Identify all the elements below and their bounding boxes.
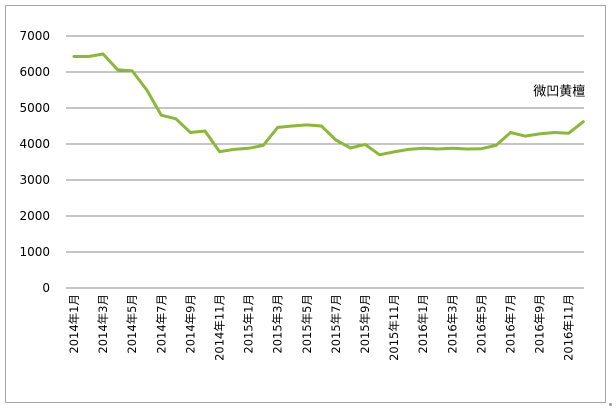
x-tick: 2016年1月 <box>416 294 430 354</box>
data-point <box>465 147 469 151</box>
x-tick: 2015年5月 <box>300 294 314 354</box>
x-tick: 2015年7月 <box>329 294 343 354</box>
x-tick-label: 2016年3月 <box>445 294 459 354</box>
data-point <box>116 68 119 72</box>
chart-frame: 0 1000 2000 3000 4000 5000 6000 7000 2014年1月 201… <box>5 5 606 403</box>
data-point <box>174 117 178 121</box>
data-point <box>101 52 105 56</box>
data-point <box>160 114 163 117</box>
x-tick-label: 2014年5月 <box>125 294 139 354</box>
x-tick: 2014年7月 <box>154 294 168 354</box>
y-tick-label: 6000 <box>19 65 50 79</box>
x-tick: 2015年3月 <box>271 294 285 354</box>
x-tick-label: 2015年9月 <box>358 294 372 354</box>
series-label: 微凹黄檀 <box>533 84 585 100</box>
x-tick: 2014年5月 <box>125 294 139 354</box>
series-line <box>72 52 585 157</box>
data-point <box>247 147 250 150</box>
data-point <box>334 138 338 142</box>
y-tick-label: 0 <box>42 281 50 295</box>
x-tick-label: 2014年1月 <box>67 294 81 354</box>
x-tick-label: 2014年7月 <box>154 294 168 354</box>
x-tick: 2016年9月 <box>533 294 547 354</box>
x-tick: 2016年3月 <box>445 294 459 354</box>
y-tick-label: 3000 <box>19 173 50 187</box>
x-tick: 2014年9月 <box>183 294 197 354</box>
x-tick: 2015年1月 <box>242 294 256 354</box>
x-tick-label: 2015年7月 <box>329 294 343 354</box>
data-point <box>203 129 207 133</box>
data-point <box>494 144 498 147</box>
data-point <box>451 147 454 150</box>
x-tick-label: 2015年11月 <box>387 294 401 361</box>
y-tick-label: 5000 <box>19 101 50 115</box>
x-tick: 2015年9月 <box>358 294 372 354</box>
x-tick: 2014年3月 <box>96 294 110 354</box>
y-axis-ticks: 0 1000 2000 3000 4000 5000 6000 7000 <box>19 29 50 295</box>
x-tick: 2016年7月 <box>504 294 518 354</box>
data-point <box>407 148 410 151</box>
data-point <box>72 55 76 58</box>
data-point <box>582 120 585 123</box>
x-tick: 2014年1月 <box>67 294 81 354</box>
data-point <box>436 147 439 151</box>
data-point <box>291 124 294 128</box>
x-tick-label: 2016年7月 <box>504 294 518 354</box>
y-tick-label: 2000 <box>19 209 50 223</box>
x-tick-label: 2016年9月 <box>533 294 547 354</box>
data-point <box>349 146 352 150</box>
x-tick: 2016年11月 <box>562 294 576 361</box>
y-tick-label: 7000 <box>19 29 50 43</box>
x-tick-label: 2015年1月 <box>242 294 256 354</box>
x-tick: 2016年5月 <box>474 294 488 354</box>
data-point <box>378 153 381 156</box>
data-point <box>552 131 556 134</box>
x-tick-label: 2015年5月 <box>300 294 314 354</box>
data-point <box>523 134 527 138</box>
x-tick-label: 2014年3月 <box>96 294 110 354</box>
data-point <box>232 148 236 151</box>
data-point <box>509 131 512 134</box>
y-tick-label: 4000 <box>19 137 50 151</box>
x-tick-label: 2016年5月 <box>474 294 488 354</box>
data-point <box>131 69 134 73</box>
data-point <box>567 132 570 135</box>
x-tick-label: 2015年3月 <box>271 294 285 354</box>
data-point <box>261 144 265 147</box>
data-point <box>87 55 90 58</box>
x-tick-label: 2014年9月 <box>183 294 197 354</box>
data-point <box>145 88 148 92</box>
x-tick: 2015年11月 <box>387 294 401 361</box>
data-point <box>305 123 309 127</box>
data-point <box>480 147 483 150</box>
x-tick-label: 2016年11月 <box>562 294 576 361</box>
data-point <box>218 150 221 153</box>
data-point <box>189 131 192 134</box>
data-point <box>538 132 541 136</box>
series-group: 微凹黄檀 <box>72 52 585 157</box>
x-tick-label: 2016年1月 <box>416 294 430 354</box>
x-tick: 2014年11月 <box>213 294 227 361</box>
x-tick-label: 2014年11月 <box>213 294 227 361</box>
y-tick-label: 1000 <box>19 245 50 259</box>
data-point <box>276 126 279 129</box>
data-point <box>422 147 425 150</box>
gridlines <box>66 35 584 289</box>
data-point <box>363 143 367 146</box>
data-point <box>320 124 323 128</box>
corner-dot <box>609 403 612 406</box>
x-axis-ticks: 2014年1月 2014年3月 2014年5月 2014年7月 2014年9月 2014年… <box>67 294 576 361</box>
data-point <box>392 150 396 154</box>
